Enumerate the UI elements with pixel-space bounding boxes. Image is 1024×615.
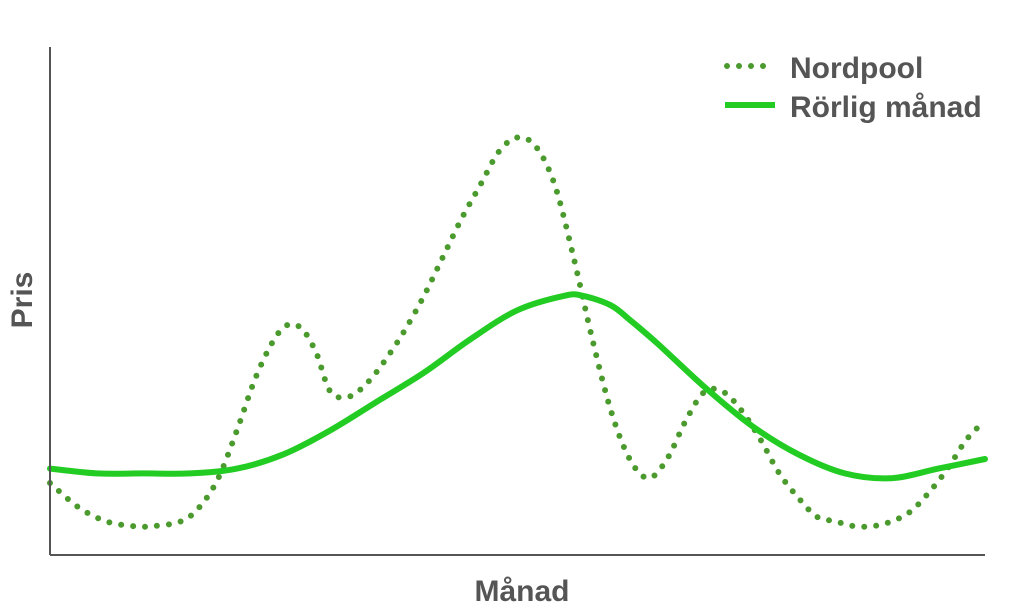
series-line-nordpool [47, 134, 988, 530]
y-axis-title: Pris [6, 272, 39, 329]
legend-label-nordpool: Nordpool [790, 52, 923, 85]
plot-series [47, 134, 988, 530]
legend-label-rorlig-manad: Rörlig månad [790, 91, 982, 124]
series-line-rorlig-manad [47, 291, 988, 482]
x-axis-title: Månad [474, 575, 569, 608]
legend: Nordpool Rörlig månad [724, 52, 982, 124]
